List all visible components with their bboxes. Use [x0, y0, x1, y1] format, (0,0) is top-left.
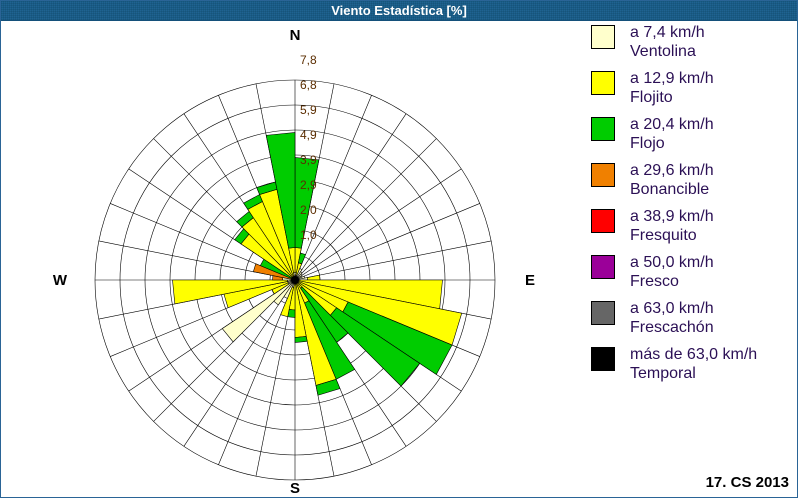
svg-text:7,8: 7,8	[300, 53, 317, 67]
svg-text:W: W	[53, 272, 68, 289]
svg-text:1,0: 1,0	[300, 228, 317, 242]
svg-text:6,8: 6,8	[300, 78, 317, 92]
svg-text:E: E	[525, 272, 535, 289]
svg-text:N: N	[290, 27, 301, 44]
svg-text:5,9: 5,9	[300, 103, 317, 117]
svg-text:2,9: 2,9	[300, 178, 317, 192]
svg-text:4,9: 4,9	[300, 128, 317, 142]
svg-text:S: S	[290, 480, 300, 497]
svg-text:2,0: 2,0	[300, 203, 317, 217]
svg-text:3,9: 3,9	[300, 153, 317, 167]
